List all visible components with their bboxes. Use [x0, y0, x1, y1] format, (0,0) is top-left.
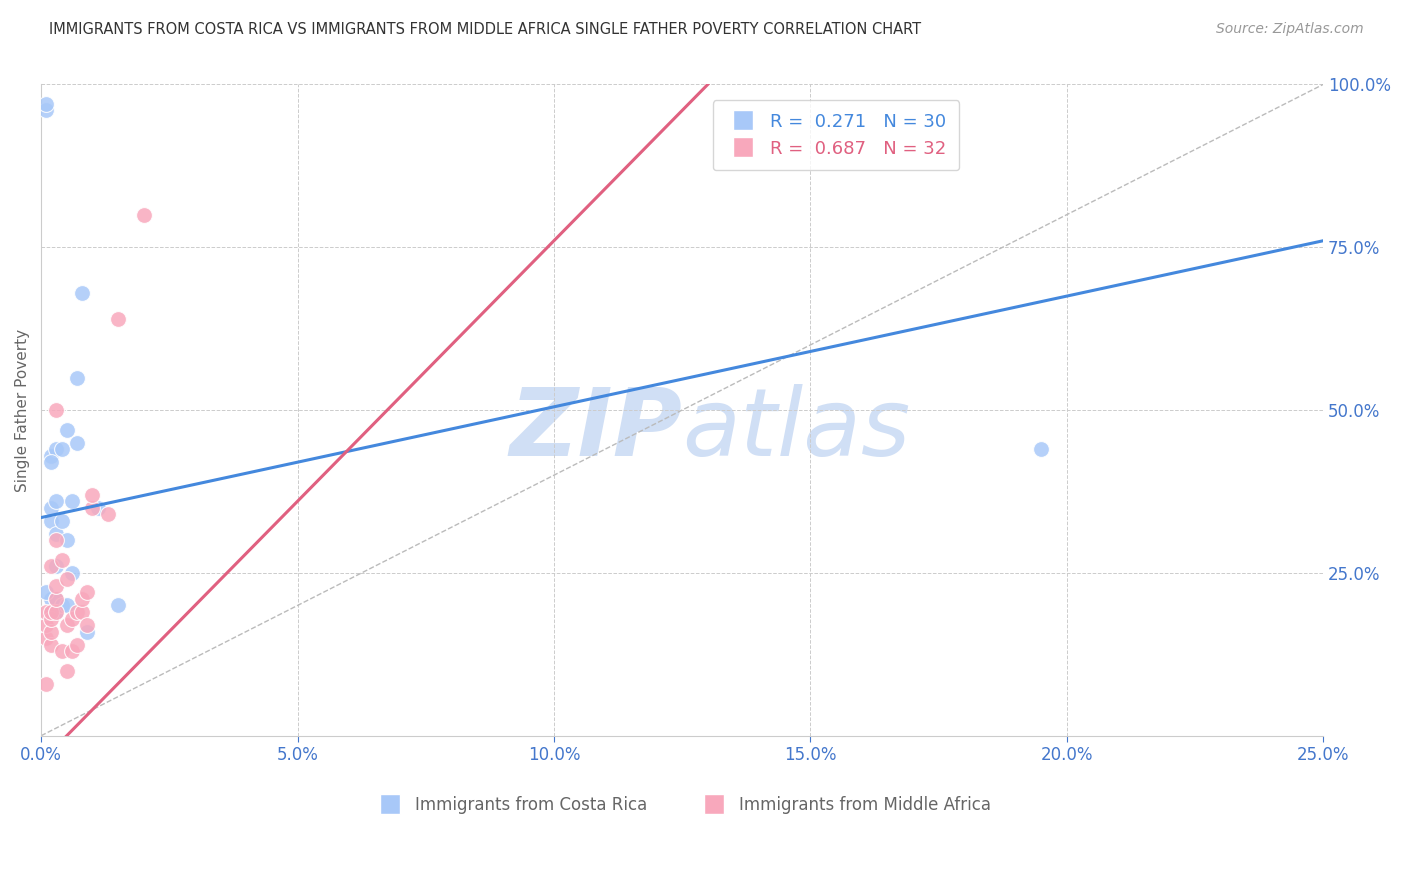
Point	[41, 591, 63, 606]
Point	[82, 500, 104, 515]
Point	[45, 559, 67, 574]
Point	[97, 508, 120, 522]
Point	[82, 488, 104, 502]
Point	[55, 423, 77, 437]
Point	[45, 403, 67, 417]
Point	[51, 553, 73, 567]
Point	[41, 559, 63, 574]
Point	[41, 449, 63, 463]
Point	[60, 611, 83, 625]
Point	[51, 514, 73, 528]
Point	[45, 494, 67, 508]
Point	[35, 618, 58, 632]
Point	[35, 585, 58, 599]
Point	[45, 442, 67, 457]
Legend: Immigrants from Costa Rica, Immigrants from Middle Africa: Immigrants from Costa Rica, Immigrants f…	[367, 789, 998, 821]
Text: ZIP: ZIP	[509, 384, 682, 475]
Point	[45, 591, 67, 606]
Point	[41, 605, 63, 619]
Point	[45, 605, 67, 619]
Point	[132, 208, 155, 222]
Point	[35, 103, 58, 118]
Point	[55, 664, 77, 678]
Point	[45, 605, 67, 619]
Point	[70, 591, 93, 606]
Point	[86, 500, 108, 515]
Point	[35, 97, 58, 112]
Point	[35, 676, 58, 690]
Point	[41, 624, 63, 639]
Point	[70, 605, 93, 619]
Point	[45, 591, 67, 606]
Point	[70, 285, 93, 300]
Text: Source: ZipAtlas.com: Source: ZipAtlas.com	[1216, 22, 1364, 37]
Point	[55, 533, 77, 548]
Point	[51, 644, 73, 658]
Point	[45, 526, 67, 541]
Point	[76, 585, 98, 599]
Text: atlas: atlas	[682, 384, 910, 475]
Point	[66, 638, 89, 652]
Point	[41, 455, 63, 469]
Point	[41, 500, 63, 515]
Point	[60, 566, 83, 580]
Point	[76, 618, 98, 632]
Point	[41, 605, 63, 619]
Point	[66, 435, 89, 450]
Point	[51, 599, 73, 613]
Point	[107, 599, 129, 613]
Point	[45, 533, 67, 548]
Point	[1029, 442, 1052, 457]
Point	[55, 618, 77, 632]
Y-axis label: Single Father Poverty: Single Father Poverty	[15, 328, 30, 491]
Point	[51, 442, 73, 457]
Point	[41, 638, 63, 652]
Point	[45, 579, 67, 593]
Point	[60, 494, 83, 508]
Text: IMMIGRANTS FROM COSTA RICA VS IMMIGRANTS FROM MIDDLE AFRICA SINGLE FATHER POVERT: IMMIGRANTS FROM COSTA RICA VS IMMIGRANTS…	[49, 22, 921, 37]
Point	[55, 599, 77, 613]
Point	[66, 605, 89, 619]
Point	[35, 631, 58, 645]
Point	[76, 624, 98, 639]
Point	[66, 370, 89, 384]
Point	[41, 611, 63, 625]
Point	[55, 573, 77, 587]
Point	[41, 514, 63, 528]
Point	[60, 644, 83, 658]
Point	[35, 605, 58, 619]
Point	[107, 312, 129, 326]
